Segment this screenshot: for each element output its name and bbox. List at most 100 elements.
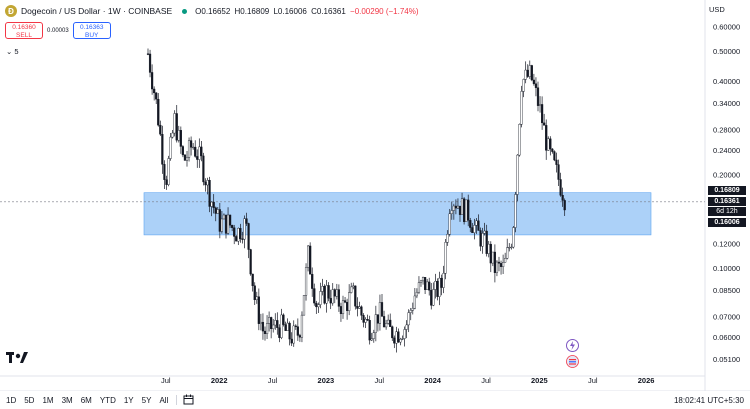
range-button-5d[interactable]: 5D (24, 395, 35, 405)
candle-body (401, 338, 404, 340)
candle-body (397, 331, 400, 343)
market-status-icon (182, 8, 188, 14)
candle-body (413, 295, 416, 309)
trade-panel: 0.16360 SELL 0.00003 0.16363 BUY (5, 22, 111, 39)
candle-body (346, 302, 349, 311)
candle-body (456, 205, 460, 209)
candle-body (534, 83, 538, 88)
candle-body (151, 72, 154, 90)
candle-body (196, 156, 199, 160)
candle-body (563, 200, 566, 211)
candle-body (300, 314, 304, 338)
range-button-1m[interactable]: 1M (42, 395, 54, 405)
candle-body (261, 321, 265, 332)
candle-body (148, 53, 152, 73)
toolbar-divider (176, 395, 178, 405)
price-chart[interactable]: 0.60000 0.50000 0.40000 0.34000 0.28000 0.240… (0, 0, 750, 391)
range-button-all[interactable]: All (159, 395, 169, 405)
candle-body (424, 277, 427, 290)
calendar-icon[interactable] (183, 394, 194, 407)
candle-body (298, 335, 301, 338)
candle-body (555, 159, 558, 165)
candle-body (559, 179, 562, 196)
candle-body (321, 286, 324, 292)
candle-body (190, 140, 193, 148)
candle-body (251, 273, 254, 286)
range-button-1d[interactable]: 1D (6, 395, 17, 405)
candle-body (317, 304, 320, 308)
candle-body (313, 288, 316, 304)
candle-body (434, 280, 437, 290)
candle-body (350, 286, 353, 293)
candle-body (469, 220, 472, 228)
candle-body (187, 140, 191, 158)
candle-body (520, 91, 523, 125)
range-button-ytd[interactable]: YTD (99, 395, 116, 405)
candle-body (458, 205, 462, 215)
currency-button[interactable]: USD (709, 5, 725, 14)
y-tick-label: 0.20000 (713, 171, 740, 180)
x-tick-label: Jul (161, 376, 171, 385)
clock[interactable]: 18:02:41 UTC+5:30 (673, 395, 744, 405)
candle-body (292, 325, 295, 344)
buy-button[interactable]: 0.16363 BUY (72, 22, 111, 39)
candle-body (372, 332, 375, 339)
candle-body (325, 285, 328, 304)
candle-body (399, 339, 402, 343)
candle-body (171, 132, 174, 138)
candle-body (440, 277, 443, 288)
candle-body (200, 146, 203, 157)
sell-label: SELL (16, 32, 32, 39)
candle-body (153, 88, 156, 94)
candle-body (243, 218, 246, 240)
candle-body (274, 320, 277, 326)
candle-body (177, 130, 180, 141)
candle-body (175, 113, 178, 141)
y-tick-label: 0.50000 (713, 47, 740, 56)
y-tick-label: 0.24000 (713, 146, 740, 155)
candle-body (202, 155, 205, 183)
candle-body (194, 146, 197, 157)
range-button-5y[interactable]: 5Y (141, 395, 152, 405)
candle-body (512, 227, 515, 248)
range-button-6m[interactable]: 6M (80, 395, 92, 405)
candle-body (526, 69, 529, 77)
candle-body (487, 243, 490, 254)
range-button-3m[interactable]: 3M (61, 395, 73, 405)
flag-icon[interactable] (565, 355, 580, 368)
high-price-tag: 0.16809 (708, 186, 746, 195)
candle-body (393, 337, 396, 344)
candle-body (356, 306, 359, 309)
symbol-title[interactable]: Dogecoin / US Dollar · 1W · COINBASE (21, 6, 173, 16)
candle-body (366, 319, 369, 321)
candle-body (473, 225, 476, 233)
candle-body (481, 233, 484, 247)
candle-body (553, 151, 556, 161)
candle-body (210, 201, 213, 207)
high-value: H0.16809 (234, 6, 270, 16)
indicators-toggle[interactable]: ⌄ 5 (6, 47, 19, 56)
candle-body (436, 280, 439, 297)
candle-body (364, 319, 367, 323)
candle-body (249, 249, 252, 275)
candle-body (315, 302, 318, 308)
range-button-1y[interactable]: 1Y (123, 395, 134, 405)
sell-button[interactable]: 0.16360 SELL (5, 22, 43, 39)
candle-body (270, 317, 273, 329)
buy-price: 0.16363 (79, 24, 104, 31)
candle-body (389, 319, 392, 327)
y-tick-label: 0.12000 (713, 240, 740, 249)
candle-body (352, 285, 355, 288)
candle-body (159, 124, 162, 135)
candle-body (376, 314, 379, 324)
open-value: O0.16652 (195, 6, 231, 16)
candle-body (179, 130, 182, 147)
lightning-icon[interactable] (565, 339, 580, 352)
candle-body (263, 330, 267, 335)
candle-body (335, 289, 338, 297)
candle-body (241, 238, 244, 240)
y-tick-label: 0.28000 (713, 125, 740, 134)
candle-body (239, 228, 242, 240)
candle-body (536, 87, 540, 106)
